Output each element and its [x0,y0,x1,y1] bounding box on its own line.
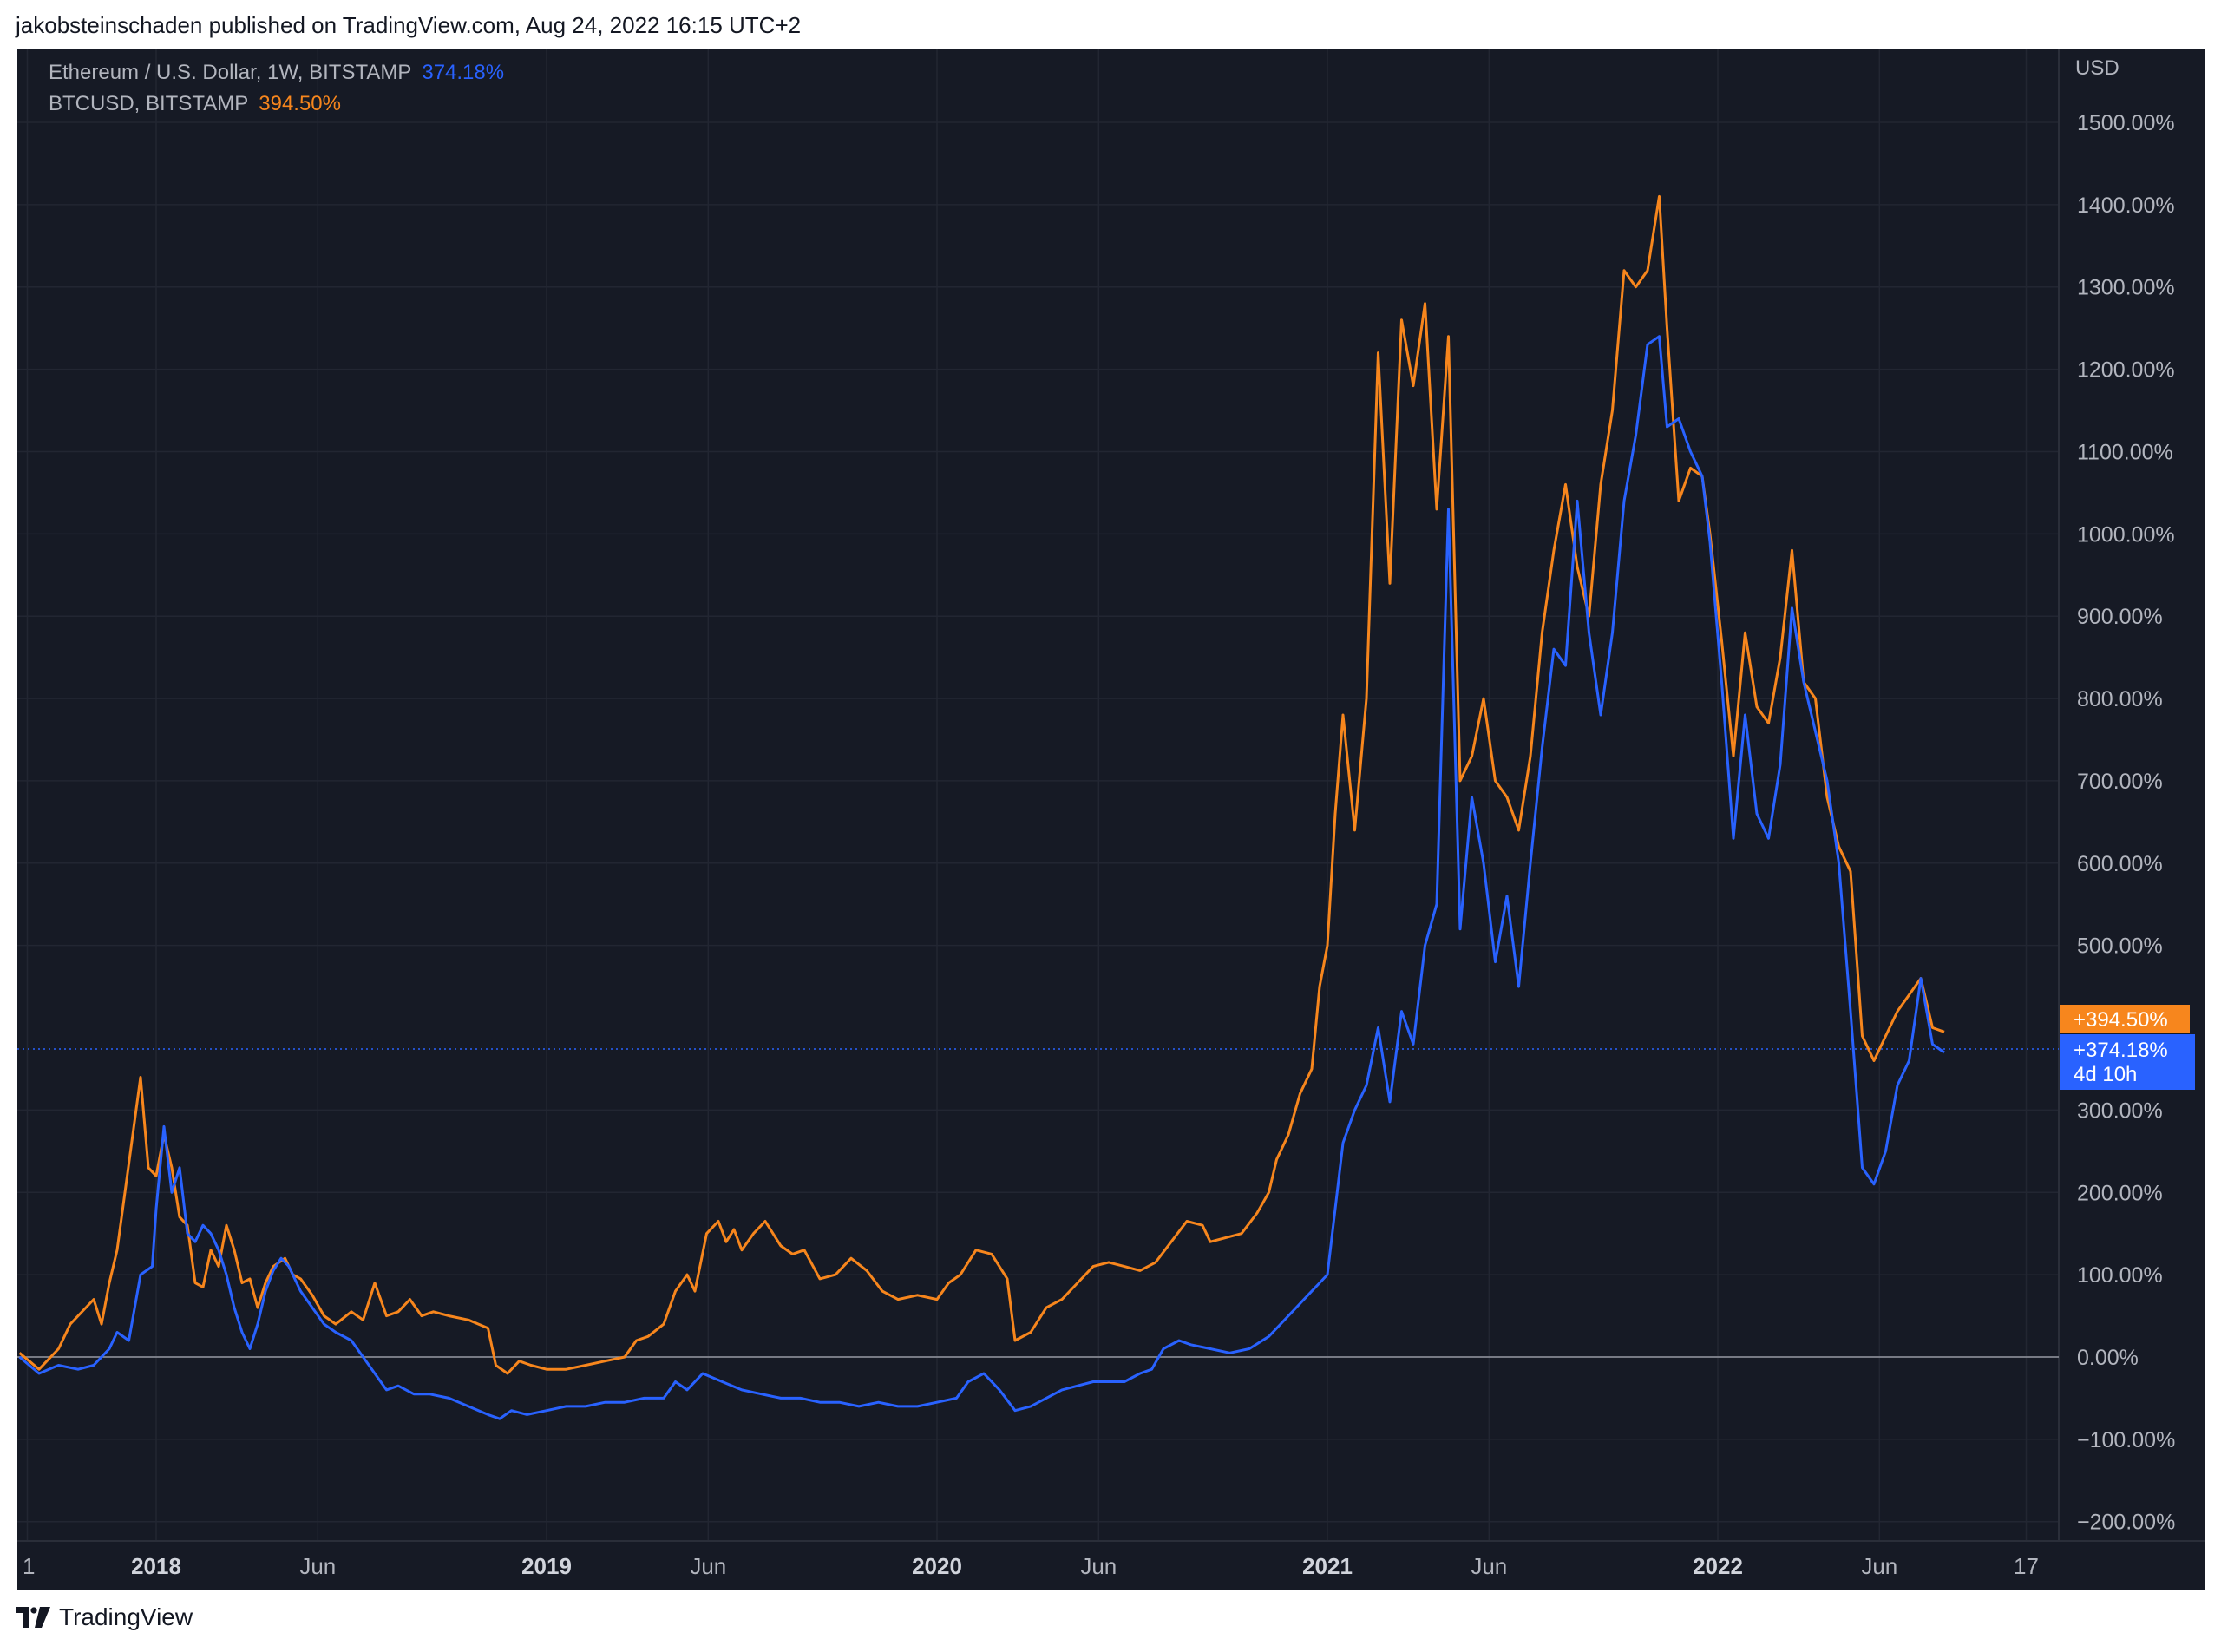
y-tick-label: 100.00% [2077,1263,2163,1288]
y-tick-label: 1100.00% [2077,440,2173,464]
y-tick-label: 900.00% [2077,605,2163,629]
legend-btc-value: 394.50% [259,92,341,115]
x-tick-label: Jun [1080,1553,1117,1579]
chart-panel[interactable]: 1500.00% 1400.00% 1300.00% 1200.00% 1100.00%… [17,49,2205,1590]
y-tick-label: 600.00% [2077,852,2163,876]
x-tick-label: 2022 [1693,1553,1743,1579]
y-tick-label: 500.00% [2077,934,2163,959]
btc-price-badge-text: +394.50% [2074,1008,2168,1032]
y-tick-label: 1200.00% [2077,358,2175,383]
bar-countdown: 4d 10h [2074,1063,2137,1086]
btc-series-line [18,194,1945,1375]
x-tick-label: Jun [299,1553,336,1579]
y-tick-label: 200.00% [2077,1181,2163,1205]
tradingview-footer[interactable]: TradingView [16,1603,193,1631]
legend-btc[interactable]: BTCUSD, BITSTAMP 394.50% [49,92,341,116]
y-tick-label: 700.00% [2077,770,2163,794]
eth-price-badge-text: +374.18% [2074,1039,2168,1062]
legend-eth-label: Ethereum / U.S. Dollar, 1W, BITSTAMP [49,61,412,84]
x-tick-label: 17 [2014,1553,2039,1579]
y-tick-label: −100.00% [2077,1428,2175,1452]
y-tick-label: 800.00% [2077,687,2163,711]
y-tick-label: 1500.00% [2077,111,2175,135]
eth-series-line [18,335,1945,1420]
legend-btc-label: BTCUSD, BITSTAMP [49,92,249,115]
x-tick-label: 2019 [521,1553,572,1579]
y-tick-label: 1400.00% [2077,193,2175,218]
legend-eth-value: 374.18% [422,61,505,84]
x-tick-label: Jun [1861,1553,1897,1579]
tradingview-brand: TradingView [59,1603,193,1630]
chart-svg[interactable]: 1500.00%1400.00%1300.00%1200.00%1100.00%… [17,49,2205,1590]
y-tick-label: 0.00% [2077,1346,2139,1370]
publisher-header: jakobsteinschaden published on TradingVi… [16,12,802,38]
x-tick-label: 2021 [1302,1553,1353,1579]
grid-lines [17,49,2059,1541]
eth-price-badge [2060,1034,2195,1090]
legend-eth[interactable]: Ethereum / U.S. Dollar, 1W, BITSTAMP 374.… [49,61,504,85]
y-tick-label: −200.00% [2077,1511,2175,1535]
y-axis-label: USD [2075,56,2119,80]
x-tick-label: Jun [690,1553,726,1579]
x-tick-label: 1 [23,1553,35,1579]
x-tick-label: 2018 [131,1553,181,1579]
tradingview-logo-icon [16,1607,50,1628]
btc-price-badge [2060,1005,2190,1032]
x-tick-label: 2020 [912,1553,962,1579]
y-tick-label: 300.00% [2077,1098,2163,1123]
y-tick-label: 1300.00% [2077,276,2175,300]
y-tick-label: 1000.00% [2077,522,2175,547]
x-tick-label: Jun [1471,1553,1507,1579]
